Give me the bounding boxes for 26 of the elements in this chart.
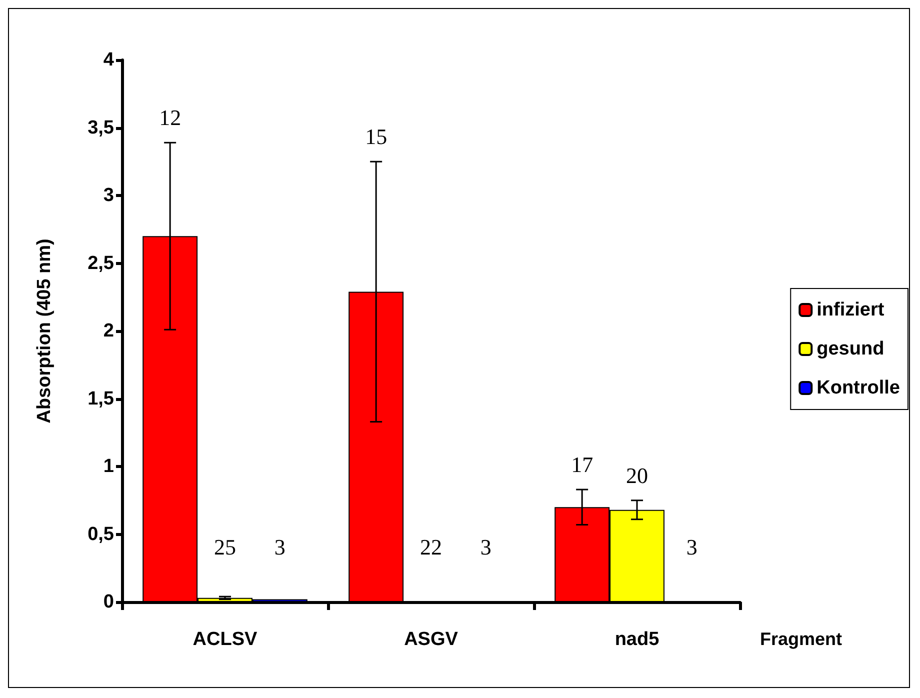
y-tick-label: 4 [103, 50, 114, 70]
y-tick-label: 1,5 [88, 388, 114, 410]
x-axis-title: Fragment [760, 629, 842, 649]
y-tick-label: 0,5 [88, 524, 114, 545]
legend-label: Kontrolle [816, 378, 900, 398]
y-axis-title: Absorption (405 nm) [34, 238, 55, 424]
y-tick-label: 2,5 [88, 252, 114, 274]
x-tick-label: ASGV [404, 629, 458, 650]
annotation: 15 [365, 124, 388, 150]
y-tick-label: 3,5 [88, 117, 114, 138]
y-tick-label: 0 [103, 592, 114, 612]
legend-label: gesund [816, 338, 884, 360]
y-tick-label: 3 [103, 185, 114, 206]
y-tick-label: 2 [103, 320, 114, 342]
y-tick-label: 1 [103, 456, 114, 477]
annotation: 17 [571, 452, 594, 478]
annotation: 22 [420, 534, 442, 560]
x-tick-label: nad5 [614, 629, 660, 650]
annotation: 3 [686, 534, 698, 560]
annotation: 3 [480, 534, 492, 560]
legend-label: infiziert [816, 300, 885, 320]
x-tick-label: ACLSV [192, 629, 258, 650]
annotation: 25 [214, 534, 236, 560]
annotation: 12 [159, 105, 182, 130]
annotation: 20 [626, 462, 648, 488]
annotation: 3 [274, 534, 286, 560]
